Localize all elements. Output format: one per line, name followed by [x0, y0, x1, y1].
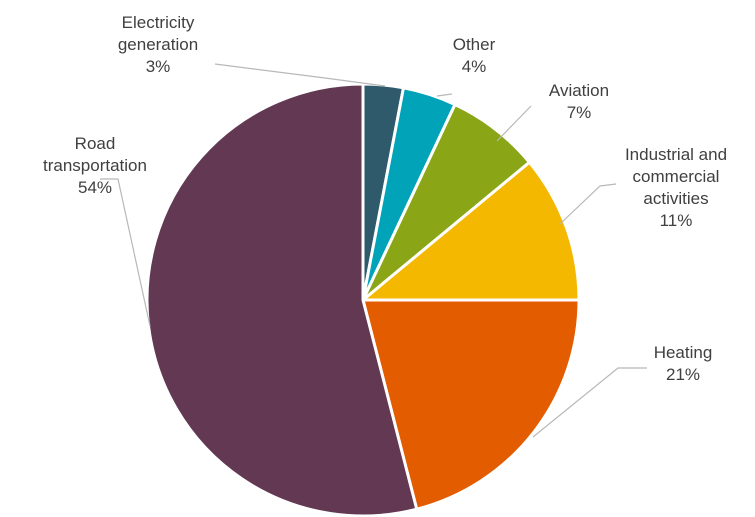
slice-category-label: Heating — [654, 343, 713, 362]
slice-category-label: Industrial and — [625, 145, 727, 164]
leader-line-other — [436, 93, 453, 97]
slice-category-label: transportation — [43, 156, 147, 175]
slice-percent-label: 4% — [462, 57, 487, 76]
pie-slice-heating — [361, 298, 581, 511]
leader-line-road-transportation — [100, 178, 151, 327]
slice-category-label: generation — [118, 35, 198, 54]
slice-percent-label: 3% — [146, 57, 171, 76]
slice-label-road-transportation: Road transportation 54% — [43, 134, 147, 197]
slice-category-label: Other — [453, 35, 496, 54]
slice-percent-label: 11% — [660, 211, 693, 230]
slice-label-industrial-and-commercial-activities: Industrial and commercial activities 11% — [625, 145, 727, 230]
leader-line-industrial-and-commercial-activities — [559, 183, 617, 225]
slice-category-label: Electricity — [122, 13, 195, 32]
slice-label-electricity-generation: Electricity generation 3% — [118, 13, 198, 76]
slice-label-other: Other 4% — [453, 35, 496, 76]
pie-slice-road-transportation — [145, 82, 419, 517]
leader-line-aviation — [496, 105, 532, 142]
slice-percent-label: 54% — [78, 178, 112, 197]
slice-percent-label: 21% — [666, 365, 700, 384]
leader-lines — [100, 63, 647, 438]
slice-percent-label: 7% — [567, 103, 592, 122]
slice-category-label: activities — [643, 189, 708, 208]
slice-label-aviation: Aviation 7% — [549, 81, 609, 122]
slice-category-label: commercial — [633, 167, 720, 186]
leader-line-electricity-generation — [214, 63, 386, 87]
slice-category-label: Road — [75, 134, 116, 153]
slice-labels: Electricity generation 3% Other 4% Aviation 7%… — [43, 13, 727, 384]
pie-slice-industrial-and-commercial-activities — [361, 160, 581, 302]
leader-line-heating — [532, 367, 647, 438]
pie-slices — [145, 82, 581, 517]
slice-label-heating: Heating 21% — [654, 343, 713, 384]
slice-category-label: Aviation — [549, 81, 609, 100]
